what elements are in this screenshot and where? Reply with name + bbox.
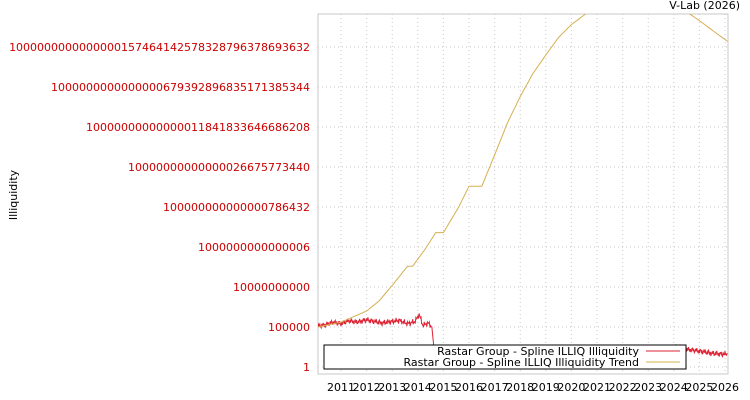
y-tick-label: 1000000000000006 xyxy=(198,241,310,254)
x-tick-label: 2020 xyxy=(557,381,585,394)
series-line-illiquidity-trend xyxy=(318,14,728,328)
x-tick-label: 2018 xyxy=(506,381,534,394)
legend-label-illiquidity-trend: Rastar Group - Spline ILLIQ Illiquidity … xyxy=(404,356,640,369)
legend-label-illiquidity: Rastar Group - Spline ILLIQ Illiquidity xyxy=(437,345,639,358)
x-tick-label: 2015 xyxy=(429,381,457,394)
grid-lines xyxy=(318,14,728,374)
x-tick-label: 2025 xyxy=(685,381,713,394)
x-tick-label: 2014 xyxy=(404,381,432,394)
x-tick-label: 2017 xyxy=(481,381,509,394)
y-tick-label: 10000000000 xyxy=(233,281,310,294)
x-tick-label: 2012 xyxy=(353,381,381,394)
plot-frame xyxy=(317,13,729,375)
x-tick-label: 2023 xyxy=(634,381,662,394)
x-axis-ticks: 2011201220132014201520162017201820192020… xyxy=(327,381,739,394)
y-axis-label: Illiquidity xyxy=(7,169,20,220)
x-tick-label: 2016 xyxy=(455,381,483,394)
x-tick-label: 2026 xyxy=(711,381,739,394)
y-tick-label: 1 xyxy=(303,361,310,374)
credit-text: V-Lab (2026) xyxy=(669,0,740,12)
y-tick-label: 100000000000000786432 xyxy=(163,201,310,214)
y-tick-label: 100000 xyxy=(268,321,310,334)
x-tick-label: 2022 xyxy=(609,381,637,394)
x-tick-label: 2021 xyxy=(583,381,611,394)
y-tick-label: 1000000000000000679392896835171385344 xyxy=(51,81,310,94)
legend: Rastar Group - Spline ILLIQ Illiquidity … xyxy=(323,344,687,370)
x-tick-label: 2024 xyxy=(660,381,688,394)
legend-box xyxy=(323,344,687,370)
x-tick-label: 2019 xyxy=(532,381,560,394)
x-tick-label: 2011 xyxy=(327,381,355,394)
y-axis-ticks: 1 100000 10000000000 1000000000000006 100000… xyxy=(9,41,310,374)
x-tick-label: 2013 xyxy=(378,381,406,394)
y-tick-label: 10000000000000026675773440 xyxy=(128,161,310,174)
y-tick-label: 10000000000000011841833646686208 xyxy=(86,121,310,134)
y-tick-label: 1000000000000000157464142578328796378693… xyxy=(9,41,310,54)
